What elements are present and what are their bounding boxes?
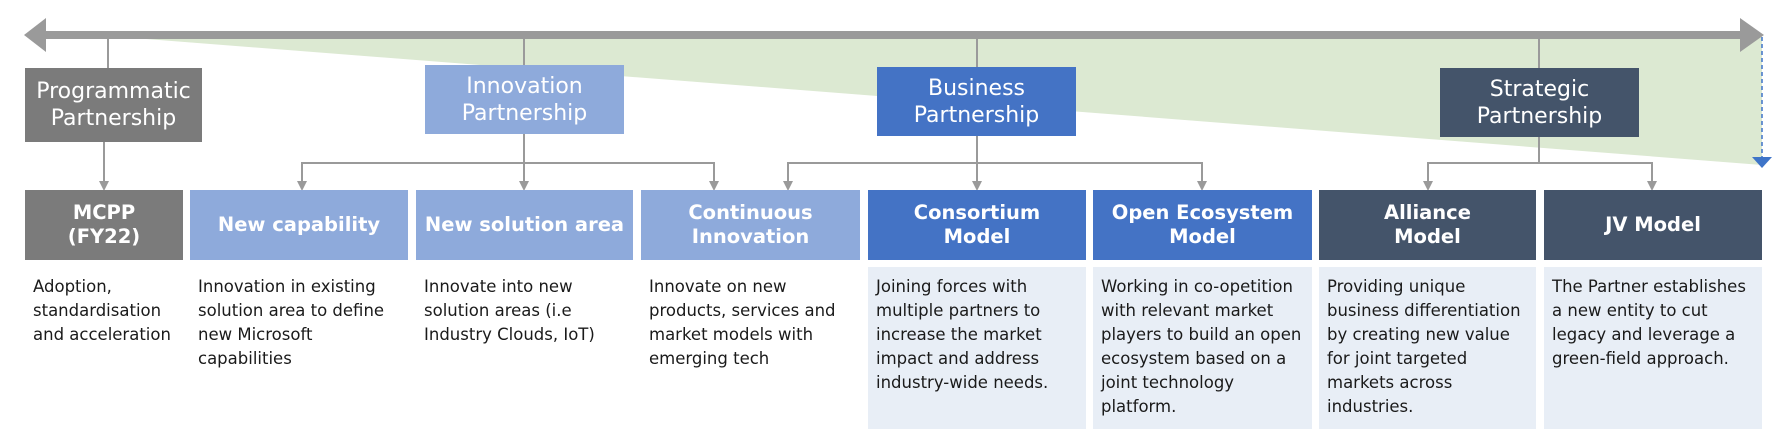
description-jv: The Partner establishes a new entity to c… (1544, 267, 1762, 429)
description-mcpp: Adoption, standardisation and acceleration (25, 267, 183, 429)
tier-strategic-partnership: Strategic Partnership (1440, 68, 1639, 137)
description-new-solution-area: Innovate into new solution areas (i.e Indu… (416, 267, 633, 429)
description-line: solution areas (i.e (424, 301, 572, 320)
model-title-line: (FY22) (67, 225, 141, 248)
description-line: impact and address (876, 349, 1040, 368)
model-continuous-innovation: Continuous Innovation (641, 190, 860, 260)
description-line: with relevant market (1101, 301, 1274, 320)
description-line: Innovate on new (649, 277, 787, 296)
model-title-line: Open Ecosystem (1111, 201, 1294, 224)
description-line: The Partner establishes (1552, 277, 1746, 296)
description-line: Providing unique (1327, 277, 1466, 296)
tier-title-line: Partnership (461, 100, 588, 126)
description-line: and acceleration (33, 325, 171, 344)
model-title-line: Innovation (691, 225, 810, 248)
description-line: industries. (1327, 397, 1414, 416)
tier-title-line: Programmatic (36, 79, 191, 104)
description-line: Working in co-opetition (1101, 277, 1293, 296)
model-title-line: Model (1169, 225, 1236, 248)
model-title-line: Model (1394, 225, 1461, 248)
description-line: ecosystem based on a (1101, 349, 1287, 368)
description-consortium: Joining forces with multiple partners to i… (868, 267, 1086, 429)
model-title-line: New capability (217, 213, 381, 236)
description-line: for joint targeted (1327, 349, 1468, 368)
tier-innovation-partnership: Innovation Partnership (425, 65, 624, 134)
description-line: Joining forces with (876, 277, 1028, 296)
description-line: market models with (649, 325, 814, 344)
tier-title-line: Partnership (913, 102, 1040, 128)
model-title-line: MCPP (72, 201, 136, 224)
description-line: joint technology (1101, 373, 1235, 392)
tier-title-line: Partnership (50, 106, 177, 131)
tier-title-line: Partnership (1476, 103, 1603, 129)
description-alliance: Providing unique business differentiation… (1319, 267, 1536, 429)
description-open-ecosystem: Working in co-opetition with relevant mar… (1093, 267, 1312, 429)
description-line: new Microsoft (198, 325, 313, 344)
timeline-arrow (24, 18, 1764, 52)
description-line: by creating new value (1327, 325, 1510, 344)
description-line: capabilities (198, 349, 292, 368)
description-continuous-innovation: Innovate on new products, services and mar… (641, 267, 860, 429)
description-line: Adoption, (33, 277, 112, 296)
model-alliance: Alliance Model (1319, 190, 1536, 260)
description-line: markets across (1327, 373, 1453, 392)
model-title-line: Continuous (688, 201, 813, 224)
description-new-capability: Innovation in existing solution area to d… (190, 267, 408, 429)
description-line: platform. (1101, 397, 1177, 416)
tier-business-partnership: Business Partnership (877, 67, 1076, 136)
connector-lines (99, 39, 1657, 191)
description-line: products, services and (649, 301, 836, 320)
model-new-solution-area: New solution area (416, 190, 633, 260)
model-consortium: Consortium Model (868, 190, 1086, 260)
description-line: industry-wide needs. (876, 373, 1049, 392)
tier-title-line: Business (927, 75, 1025, 101)
description-line: Innovate into new (424, 277, 573, 296)
description-line: multiple partners to (876, 301, 1041, 320)
model-open-ecosystem: Open Ecosystem Model (1093, 190, 1312, 260)
description-line: players to build an open (1101, 325, 1302, 344)
description-line: solution area to define (198, 301, 385, 320)
description-line: emerging tech (649, 349, 770, 368)
model-jv: JV Model (1544, 190, 1762, 260)
description-line: a new entity to cut (1552, 301, 1708, 320)
tier-title-line: Innovation (466, 73, 583, 99)
description-line: standardisation (33, 301, 162, 320)
model-mcpp: MCPP (FY22) (25, 190, 183, 260)
description-line: green-field approach. (1552, 349, 1729, 368)
model-title-line: Alliance (1384, 201, 1471, 224)
model-new-capability: New capability (190, 190, 408, 260)
dashed-arrow-head (1752, 157, 1772, 168)
description-line: increase the market (876, 325, 1042, 344)
description-line: business differentiation (1327, 301, 1521, 320)
description-line: Innovation in existing (198, 277, 376, 296)
model-title-line: JV Model (1605, 213, 1701, 236)
description-line: Industry Clouds, IoT) (424, 325, 595, 344)
model-title-line: Consortium (913, 201, 1041, 224)
tier-title-line: Strategic (1489, 76, 1590, 102)
description-line: legacy and leverage a (1552, 325, 1736, 344)
tier-programmatic-partnership: Programmatic Partnership (25, 68, 202, 142)
model-title-line: New solution area (424, 213, 625, 236)
model-title-line: Model (943, 225, 1011, 248)
